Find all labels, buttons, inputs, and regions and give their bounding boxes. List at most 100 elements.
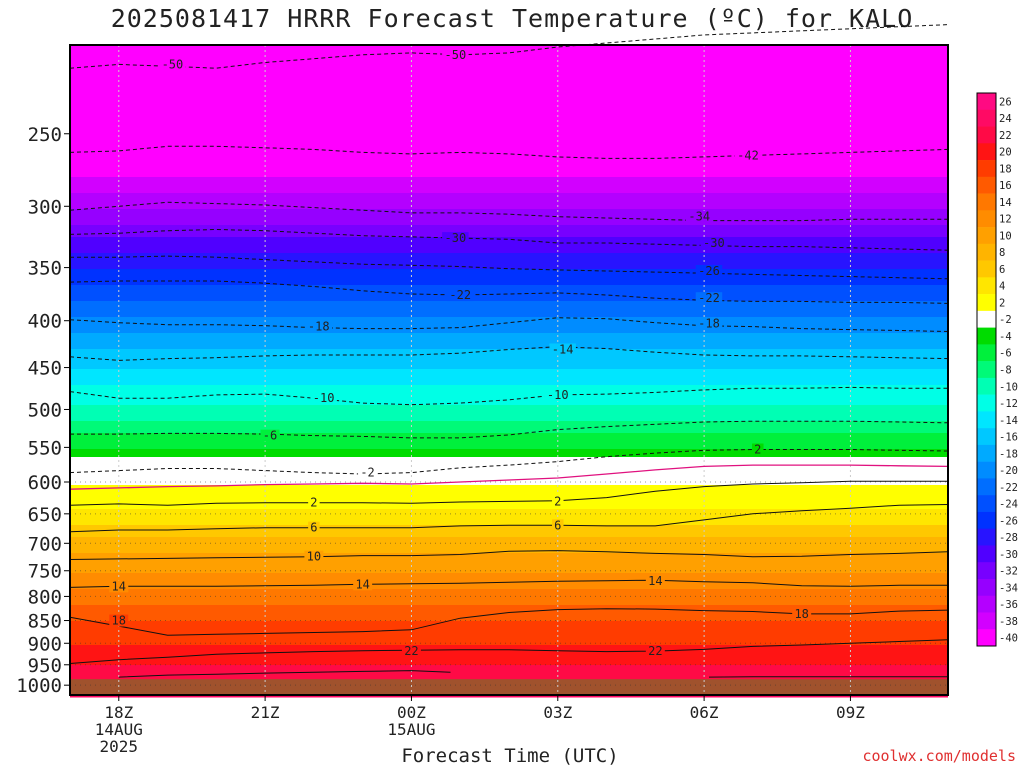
colorbar-label: -36 (999, 599, 1018, 611)
temperature-band (70, 633, 948, 638)
colorbar-label: -8 (999, 365, 1012, 377)
colorbar-swatch (977, 260, 996, 278)
contour-label-bg (442, 232, 469, 245)
temperature-band (70, 397, 948, 402)
temperature-band (70, 169, 948, 174)
temperature-band (70, 513, 948, 518)
temperature-band (70, 201, 948, 206)
contour-label-bg (446, 289, 474, 302)
colorbar-swatch (977, 160, 996, 178)
colorbar-swatch (977, 126, 996, 144)
temperature-band (70, 497, 948, 502)
temperature-bands (70, 45, 948, 698)
temperature-band (70, 225, 948, 230)
contour-label: -22 (698, 291, 720, 305)
temperature-band (70, 617, 948, 622)
temperature-band (70, 109, 948, 114)
contour-label-bg (645, 645, 665, 658)
temperature-band (70, 393, 948, 398)
temperature-band (70, 77, 948, 82)
temperature-band (70, 577, 948, 582)
contour-label-bg (695, 264, 723, 277)
contour-label: 22 (404, 644, 418, 658)
colorbar-swatch (977, 444, 996, 462)
temperature-band (70, 645, 948, 650)
contour-label: 14 (112, 579, 126, 593)
colorbar-swatch (977, 428, 996, 446)
temperature-band (70, 133, 948, 138)
colorbar-label: 22 (999, 130, 1012, 142)
colorbar-swatch (977, 210, 996, 228)
colorbar-swatch (977, 511, 996, 529)
colorbar-swatch (977, 478, 996, 496)
colorbar-swatch (977, 227, 996, 245)
temperature-band (70, 101, 948, 106)
colorbar-frame (976, 92, 997, 647)
temperature-band (70, 421, 948, 426)
temperature-band (70, 265, 948, 270)
temperature-band (70, 653, 948, 658)
temperature-band (70, 321, 948, 326)
temperature-band (70, 485, 948, 490)
temperature-band (70, 125, 948, 130)
temperature-band (70, 301, 948, 306)
contour-label-bg (310, 392, 337, 405)
temperature-band (70, 57, 948, 62)
colorbar-swatch (977, 612, 996, 630)
contour-label-bg (544, 388, 572, 401)
y-tick-label: 600 (28, 472, 62, 494)
temperature-band (70, 317, 948, 322)
colorbar-swatch (977, 377, 996, 395)
temperature-band (70, 237, 948, 242)
temperature-band (70, 149, 948, 154)
temperature-band (70, 357, 948, 362)
temperature-band (70, 369, 948, 374)
colorbar-label: -10 (999, 381, 1018, 393)
temperature-band (70, 433, 948, 438)
contour-label-bg (549, 343, 576, 356)
temperature-band (70, 65, 948, 70)
temperature-band (70, 365, 948, 370)
contour-label: -30 (445, 231, 467, 245)
temperature-band (70, 533, 948, 538)
colorbar-label: 12 (999, 214, 1012, 226)
temperature-band (70, 461, 948, 466)
colorbar-label: -24 (999, 499, 1018, 511)
colorbar-label: 16 (999, 180, 1012, 192)
x-tick-label: 00Z (397, 703, 426, 722)
contour-label: -22 (449, 288, 471, 302)
temperature-band (70, 253, 948, 258)
temperature-band (70, 621, 948, 626)
contour-label: -50 (445, 48, 467, 62)
y-tick-label: 750 (28, 561, 62, 583)
temperature-band (70, 657, 948, 662)
x-axis-label: Forecast Time (UTC) (401, 745, 619, 767)
temperature-band (70, 49, 948, 54)
temperature-band (70, 517, 948, 522)
temperature-band (70, 181, 948, 186)
temperature-band (70, 449, 948, 454)
y-tick-label: 250 (28, 124, 62, 146)
contour-label: -6 (263, 429, 277, 443)
contour-label-bg (304, 550, 324, 563)
colorbar-swatch (977, 344, 996, 362)
contour-label-bg (685, 210, 713, 223)
y-tick-label: 700 (28, 533, 62, 555)
colorbar-label: -6 (999, 348, 1012, 360)
y-tick-label: 350 (28, 258, 62, 280)
temperature-band (70, 673, 948, 678)
temperature-band (70, 501, 948, 506)
contour-label-bg (109, 614, 129, 627)
temperature-band (70, 625, 948, 630)
temperature-band (70, 593, 948, 598)
y-tick-label: 300 (28, 196, 62, 218)
contour-label: 18 (112, 614, 126, 628)
temperature-band (70, 561, 948, 566)
temperature-band (70, 437, 948, 442)
colorbar-swatch (977, 243, 996, 261)
colorbar-label: 14 (999, 197, 1012, 209)
x-tick-label: 21Z (251, 703, 280, 722)
contour-label-bg (353, 578, 373, 591)
temperature-band (70, 361, 948, 366)
temperature-band (70, 545, 948, 550)
